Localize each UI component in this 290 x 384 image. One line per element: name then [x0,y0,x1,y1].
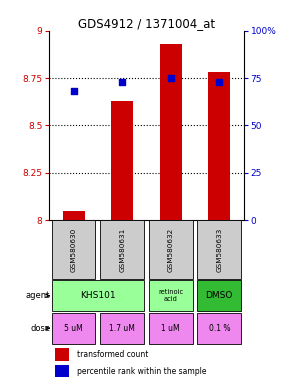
Point [168,75,173,81]
Text: DMSO: DMSO [206,291,233,300]
Text: KHS101: KHS101 [80,291,116,300]
Bar [197,220,241,280]
Bar [52,313,95,344]
Bar [63,211,84,220]
Bar [149,313,193,344]
Bar [55,365,69,377]
Point [217,79,222,85]
Bar [149,220,193,280]
Text: dose: dose [30,324,50,333]
Bar [197,280,241,311]
Text: 1 uM: 1 uM [162,324,180,333]
Bar [52,220,95,280]
Text: 0.1 %: 0.1 % [209,324,230,333]
Text: GSM580630: GSM580630 [70,228,77,272]
Text: GSM580633: GSM580633 [216,228,222,272]
Text: GSM580632: GSM580632 [168,228,174,272]
Bar [160,44,182,220]
Bar [209,73,230,220]
Text: percentile rank within the sample: percentile rank within the sample [77,367,206,376]
Point [120,79,124,85]
Bar [100,313,144,344]
Bar [149,280,193,311]
Text: agent: agent [26,291,50,300]
Bar [197,313,241,344]
Bar [52,280,144,311]
Title: GDS4912 / 1371004_at: GDS4912 / 1371004_at [78,17,215,30]
Text: GSM580631: GSM580631 [119,228,125,272]
Text: 1.7 uM: 1.7 uM [109,324,135,333]
Bar [55,348,69,361]
Bar [111,101,133,220]
Text: 5 uM: 5 uM [64,324,83,333]
Text: transformed count: transformed count [77,350,148,359]
Bar [100,220,144,280]
Point [71,88,76,94]
Text: retinoic
acid: retinoic acid [158,289,183,302]
